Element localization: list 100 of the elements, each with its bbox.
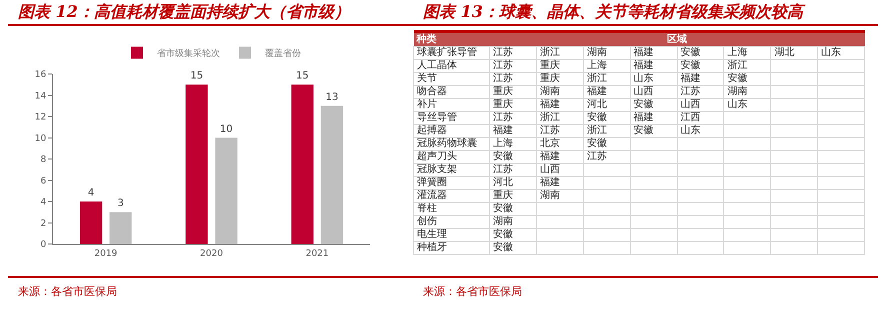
category-label: 超声刀头 [417, 151, 457, 162]
text: 山东 [821, 47, 842, 58]
text: 图表 13：球囊、晶体、关节等耗材省级集采频次较高 [413, 0, 878, 26]
text: 安徽 [727, 73, 748, 84]
text: 北京 [540, 138, 560, 149]
y-tick-label: 14 [34, 91, 46, 102]
text: 山东 [727, 99, 748, 110]
text: 河北 [586, 99, 607, 110]
text: 湖南 [493, 216, 513, 227]
text: 上海 [727, 47, 748, 58]
text: 上海 [493, 138, 513, 149]
text: 湖南 [586, 47, 607, 58]
text: 江苏 [493, 73, 513, 84]
text: 重庆 [540, 73, 560, 84]
text: 福建 [540, 151, 560, 162]
text: 重庆 [493, 86, 513, 97]
text: 山西 [540, 164, 560, 175]
category-label: 电生理 [417, 229, 447, 240]
text: 山东 [680, 125, 700, 136]
text: 湖南 [727, 86, 748, 97]
text: 湖南 [540, 86, 560, 97]
text: 安徽 [586, 138, 607, 149]
text: 浙江 [540, 112, 560, 123]
category-label: 弹簧圈 [417, 177, 447, 188]
text: 山东 [634, 73, 654, 84]
legend-label: 覆盖省份 [265, 48, 301, 60]
text: 福建 [493, 125, 513, 136]
text: 浙江 [540, 47, 560, 58]
data-label: 13 [326, 92, 338, 103]
data-label: 3 [117, 198, 124, 210]
text: 浙江 [727, 60, 748, 71]
text: 江苏 [493, 60, 513, 71]
source-note: 来源：各省市医保局 [8, 276, 413, 299]
text: 江苏 [680, 86, 700, 97]
text: 江苏 [493, 164, 513, 175]
y-tick-label: 16 [34, 70, 46, 80]
text: 安徽 [493, 151, 513, 162]
text: 福建 [634, 112, 654, 123]
category-label: 冠脉支架 [417, 164, 457, 175]
text: 河北 [493, 177, 513, 188]
y-tick-label: 6 [40, 176, 46, 186]
category-label: 灌流器 [417, 190, 447, 201]
text: 浙江 [586, 125, 607, 136]
data-label: 15 [296, 70, 309, 82]
x-tick-label: 2020 [200, 248, 224, 259]
category-label: 区域 [490, 32, 864, 46]
category-label: 冠脉药物球囊 [417, 138, 477, 149]
text: 湖南 [540, 190, 560, 201]
text: 重庆 [540, 60, 560, 71]
text: 江苏 [493, 112, 513, 123]
text: 福建 [680, 73, 700, 84]
category-label: 球囊扩张导管 [417, 47, 477, 58]
text: 安徽 [680, 47, 700, 58]
category-label: 起搏器 [417, 125, 447, 136]
chart-title: 图表 12：高值耗材覆盖面持续扩大（省市级） [8, 0, 413, 26]
y-tick-label: 2 [40, 218, 46, 229]
category-label: 关节 [417, 73, 437, 84]
text: 江苏 [540, 125, 560, 136]
text: 安徽 [493, 229, 513, 240]
category-label: 种植牙 [417, 242, 447, 253]
text: 福建 [540, 99, 560, 110]
text: 福建 [634, 60, 654, 71]
text: 湖北 [774, 47, 794, 58]
category-label: 种类 [414, 32, 490, 46]
source-note: 来源：各省市医保局 [413, 276, 878, 299]
data-label: 4 [88, 188, 94, 198]
y-tick-label: 0 [40, 240, 46, 250]
category-label: 创伤 [417, 216, 437, 227]
y-tick-label: 10 [34, 134, 46, 144]
text: 山西 [680, 99, 700, 110]
text: 福建 [634, 47, 654, 58]
data-label: 10 [220, 124, 233, 135]
category-label: 补片 [417, 99, 437, 110]
x-tick-label: 2019 [94, 248, 118, 259]
legend-label: 省市级集采轮次 [157, 48, 220, 60]
text: 安徽 [493, 203, 513, 214]
text: 重庆 [493, 99, 513, 110]
x-tick-label: 2021 [306, 248, 329, 259]
category-label: 脊柱 [417, 203, 437, 214]
text: 福建 [586, 86, 607, 97]
text: 山西 [634, 86, 654, 97]
text: 重庆 [493, 190, 513, 201]
data-label: 15 [190, 70, 204, 82]
text: 安徽 [680, 60, 700, 71]
text: 江苏 [586, 151, 607, 162]
text: 上海 [586, 60, 607, 71]
text: 安徽 [493, 242, 513, 253]
y-tick-label: 12 [34, 112, 46, 123]
text: 浙江 [586, 73, 607, 84]
y-tick-label: 8 [40, 155, 46, 166]
category-label: 人工晶体 [417, 60, 457, 71]
category-label: 吻合器 [417, 86, 447, 97]
text: 江西 [680, 112, 700, 123]
text: 福建 [540, 177, 560, 188]
text: 安徽 [586, 112, 607, 123]
text: 安徽 [634, 99, 654, 110]
category-label: 导丝导管 [417, 112, 457, 123]
text: 安徽 [634, 125, 654, 136]
y-tick-label: 4 [40, 198, 46, 208]
text: 江苏 [493, 47, 513, 58]
